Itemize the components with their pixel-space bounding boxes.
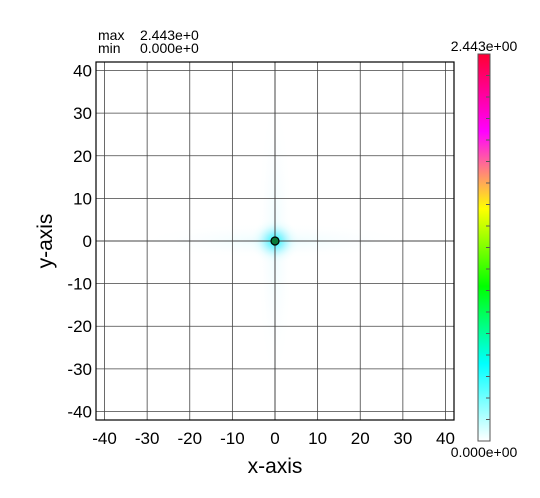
y-tick-label: 40 (73, 62, 92, 81)
plot-frame (95, 61, 455, 421)
colorbar-min-label: 0.000e+00 (451, 444, 518, 460)
colorbar-max-label: 2.443e+00 (451, 38, 518, 54)
max-value: 2.443e+0 (140, 27, 199, 43)
x-tick-labels: -40 -30 -20 -10 0 10 20 30 40 (92, 429, 455, 448)
x-tick-label: 0 (270, 429, 279, 448)
plot-area: -40 -30 -20 -10 0 10 20 30 40 -40 -30 -20 -10 0 10 20 3… (67, 61, 455, 448)
x-tick-label: -40 (92, 429, 117, 448)
colorbar: 2.443e+00 0.000e+00 (451, 38, 518, 460)
min-label: min (98, 40, 121, 56)
grid-lines (96, 62, 454, 420)
colorbar-ticks (486, 75, 490, 420)
x-tick-label: -20 (177, 429, 202, 448)
y-tick-label: 30 (73, 104, 92, 123)
y-tick-labels: -40 -30 -20 -10 0 10 20 30 40 (67, 62, 92, 422)
y-tick-label: -20 (67, 317, 92, 336)
x-axis-label: x-axis (248, 455, 303, 478)
y-tick-label: -10 (67, 275, 92, 294)
y-axis-label: y-axis (34, 214, 57, 269)
min-value: 0.000e+0 (140, 40, 199, 56)
y-tick-label: -40 (67, 402, 92, 421)
peak-point (270, 236, 280, 246)
x-tick-label: 20 (351, 429, 370, 448)
x-tick-label: 40 (436, 429, 455, 448)
y-tick-label: 20 (73, 147, 92, 166)
x-tick-label: -30 (135, 429, 160, 448)
x-tick-label: 30 (393, 429, 412, 448)
y-tick-label: 10 (73, 189, 92, 208)
max-label: max (98, 27, 124, 43)
y-tick-label: -30 (67, 360, 92, 379)
peak-marker-group (270, 236, 280, 246)
x-tick-label: 10 (308, 429, 327, 448)
x-tick-label: -10 (220, 429, 245, 448)
y-tick-label: 0 (83, 232, 92, 251)
